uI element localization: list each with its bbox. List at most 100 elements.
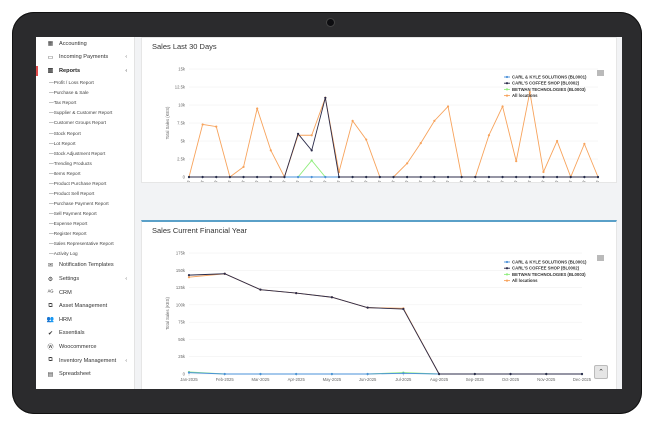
sidebar-item-spreadsheet[interactable]: ▤ Spreadsheet xyxy=(36,367,134,381)
sidebar-item-crm[interactable]: ᴬᴳ CRM xyxy=(36,286,134,300)
sidebar-subitem[interactable]: — Customer Groups Report xyxy=(36,118,134,128)
data-point[interactable] xyxy=(201,123,204,126)
data-point[interactable] xyxy=(201,175,204,179)
data-point[interactable] xyxy=(556,175,559,179)
legend-item[interactable]: CARL'S COFFEE SHOP (BL0002) xyxy=(512,81,580,86)
data-point[interactable] xyxy=(501,105,504,108)
data-point[interactable] xyxy=(310,159,313,162)
data-point[interactable] xyxy=(378,175,381,179)
data-point[interactable] xyxy=(515,160,518,163)
data-point[interactable] xyxy=(542,170,545,174)
sidebar-item-asset-management[interactable]: ⧉ Asset Management xyxy=(36,299,134,313)
data-point[interactable] xyxy=(365,175,368,179)
chart-menu-icon[interactable] xyxy=(597,255,604,261)
data-point[interactable] xyxy=(366,306,369,309)
sidebar-subitem[interactable]: — Profit / Loss Report xyxy=(36,78,134,88)
legend-item[interactable]: CARL & KYLE SOLUTIONS (BL0001) xyxy=(512,260,587,265)
data-point[interactable] xyxy=(228,175,231,179)
data-point[interactable] xyxy=(596,175,600,179)
data-point[interactable] xyxy=(474,175,477,179)
sidebar-item-reports[interactable]: ▥ Reports ‹ xyxy=(36,64,134,78)
sidebar-subitem[interactable]: — Expense Report xyxy=(36,218,134,228)
legend-item[interactable]: CARL'S COFFEE SHOP (BL0002) xyxy=(512,266,580,271)
sidebar-item-accounting[interactable]: ▦ Accounting xyxy=(36,37,134,51)
data-point[interactable] xyxy=(365,138,368,141)
data-point[interactable] xyxy=(501,175,504,179)
data-point[interactable] xyxy=(259,288,262,291)
data-point[interactable] xyxy=(392,175,395,179)
data-point[interactable] xyxy=(259,372,262,376)
data-point[interactable] xyxy=(366,372,369,376)
data-point[interactable] xyxy=(433,119,436,122)
data-point[interactable] xyxy=(242,165,245,169)
data-point[interactable] xyxy=(256,175,259,179)
data-point[interactable] xyxy=(406,162,409,165)
sidebar-subitem[interactable]: — Register Report xyxy=(36,228,134,238)
data-point[interactable] xyxy=(330,372,334,376)
sidebar-subitem[interactable]: — Activity Log xyxy=(36,249,134,259)
data-point[interactable] xyxy=(556,139,559,143)
sidebar-item-hrm[interactable]: 👥 HRM xyxy=(36,313,134,327)
data-point[interactable] xyxy=(310,149,313,152)
data-point[interactable] xyxy=(487,134,491,137)
data-point[interactable] xyxy=(269,175,272,179)
data-point[interactable] xyxy=(351,119,354,122)
data-point[interactable] xyxy=(583,175,586,179)
data-point[interactable] xyxy=(515,175,518,179)
sidebar-subitem[interactable]: — Items Report xyxy=(36,168,134,178)
data-point[interactable] xyxy=(509,372,512,376)
data-point[interactable] xyxy=(223,372,226,376)
sidebar-subitem[interactable]: — Trending Products xyxy=(36,158,134,168)
sidebar-subitem[interactable]: — Product Purchase Report xyxy=(36,178,134,188)
data-point[interactable] xyxy=(310,175,313,179)
data-point[interactable] xyxy=(446,105,450,108)
data-point[interactable] xyxy=(406,175,409,179)
data-point[interactable] xyxy=(269,149,272,152)
data-point[interactable] xyxy=(433,175,436,179)
data-point[interactable] xyxy=(187,175,191,179)
sidebar-item-woocommerce[interactable]: Ⓦ Woocommerce xyxy=(36,340,134,354)
sidebar-subitem[interactable]: — Purchase & Sale xyxy=(36,88,134,98)
sidebar-item-inventory-management[interactable]: ⧉ Inventory Management ‹ xyxy=(36,354,134,368)
data-point[interactable] xyxy=(528,90,531,94)
data-point[interactable] xyxy=(460,175,463,179)
data-point[interactable] xyxy=(569,175,572,179)
data-point[interactable] xyxy=(542,175,545,179)
data-point[interactable] xyxy=(580,372,584,376)
data-point[interactable] xyxy=(283,175,286,179)
data-point[interactable] xyxy=(215,175,218,179)
data-point[interactable] xyxy=(295,372,298,376)
data-point[interactable] xyxy=(324,175,327,179)
legend-item[interactable]: All locations xyxy=(512,93,538,98)
data-point[interactable] xyxy=(402,307,405,311)
data-point[interactable] xyxy=(295,292,298,295)
data-point[interactable] xyxy=(487,175,491,179)
data-point[interactable] xyxy=(296,175,300,179)
sidebar-subitem[interactable]: — Tax Report xyxy=(36,98,134,108)
data-point[interactable] xyxy=(187,371,191,374)
sidebar-subitem[interactable]: — Sell Payment Report xyxy=(36,208,134,218)
data-point[interactable] xyxy=(473,372,476,376)
data-point[interactable] xyxy=(187,274,191,277)
data-point[interactable] xyxy=(187,276,191,279)
data-point[interactable] xyxy=(419,142,422,145)
data-point[interactable] xyxy=(256,107,259,110)
legend-item[interactable]: BETWAN TECHNOLOGIES (BL0003) xyxy=(512,87,586,92)
data-point[interactable] xyxy=(296,132,300,135)
legend-item[interactable]: CARL & KYLE SOLUTIONS (BL0001) xyxy=(512,75,587,80)
data-point[interactable] xyxy=(324,96,327,99)
sidebar-subitem[interactable]: — Product Sell Report xyxy=(36,188,134,198)
sidebar-item-settings[interactable]: ⚙ Settings ‹ xyxy=(36,272,134,286)
sidebar-item-essentials[interactable]: ✔ Essentials xyxy=(36,327,134,341)
data-point[interactable] xyxy=(215,125,218,128)
scroll-top-button[interactable]: ⌃ xyxy=(594,365,608,379)
data-point[interactable] xyxy=(310,134,313,137)
chart-menu-icon[interactable] xyxy=(597,70,604,76)
legend-item[interactable]: All locations xyxy=(512,278,538,283)
sidebar-subitem[interactable]: — Sales Representative Report xyxy=(36,239,134,249)
sidebar-subitem[interactable]: — Stock Report xyxy=(36,128,134,138)
sidebar-subitem[interactable]: — Stock Adjustment Report xyxy=(36,148,134,158)
data-point[interactable] xyxy=(419,175,422,179)
data-point[interactable] xyxy=(242,175,245,179)
data-point[interactable] xyxy=(223,272,226,275)
